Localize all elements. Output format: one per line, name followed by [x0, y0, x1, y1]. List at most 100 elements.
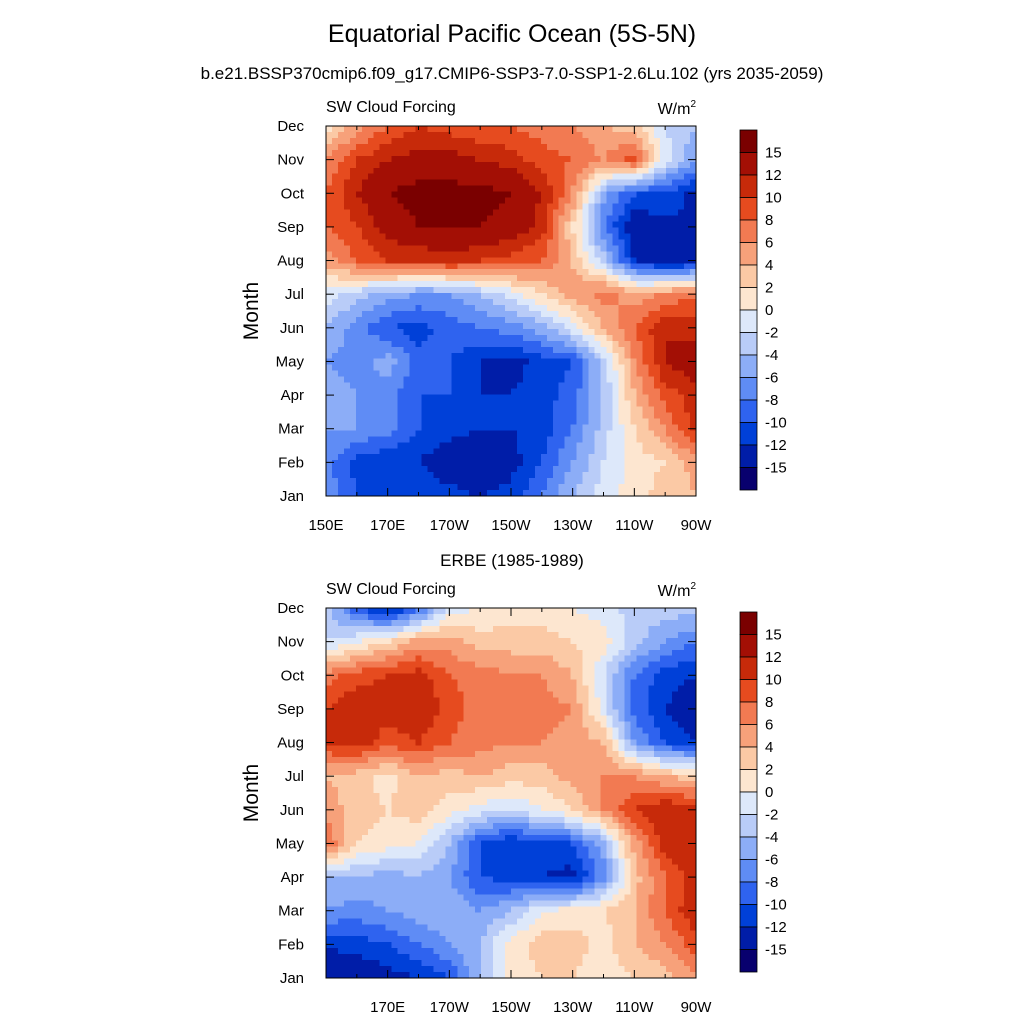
- contour-cell: [493, 328, 500, 336]
- contour-cell: [373, 293, 381, 300]
- contour-cell: [463, 424, 470, 431]
- contour-cell: [606, 655, 614, 663]
- contour-cell: [439, 460, 446, 467]
- contour-cell: [594, 619, 602, 627]
- contour-cell: [552, 167, 560, 175]
- contour-cell: [648, 239, 655, 246]
- contour-cell: [690, 358, 697, 366]
- contour-cell: [391, 209, 399, 217]
- contour-cell: [457, 197, 464, 205]
- contour-cell: [576, 227, 584, 235]
- contour-cell: [481, 655, 488, 663]
- contour-cell: [337, 269, 345, 276]
- contour-cell: [582, 233, 590, 240]
- contour-cell: [666, 608, 673, 615]
- contour-cell: [421, 430, 429, 437]
- contour-cell: [457, 484, 464, 491]
- contour-cell: [606, 370, 614, 378]
- contour-cell: [469, 424, 476, 431]
- contour-cell: [660, 643, 667, 651]
- contour-cell: [618, 382, 625, 390]
- contour-cell: [684, 382, 691, 390]
- contour-cell: [612, 293, 620, 300]
- contour-cell: [433, 448, 440, 455]
- contour-cell: [391, 472, 399, 479]
- contour-cell: [487, 466, 494, 473]
- contour-cell: [433, 287, 440, 294]
- contour-cell: [618, 625, 625, 633]
- contour-cell: [606, 649, 614, 657]
- contour-cell: [648, 490, 655, 497]
- contour-cell: [343, 161, 351, 169]
- contour-cell: [475, 418, 482, 425]
- contour-cell: [326, 697, 333, 705]
- contour-cell: [576, 406, 584, 414]
- contour-cell: [451, 263, 458, 270]
- contour-cell: [576, 424, 584, 431]
- y-tick-label: Aug: [277, 253, 304, 270]
- contour-cell: [451, 418, 458, 425]
- contour-cell: [445, 197, 452, 205]
- contour-cell: [540, 460, 548, 467]
- contour-cell: [457, 424, 464, 431]
- contour-cell: [546, 484, 554, 491]
- contour-cell: [361, 685, 369, 693]
- contour-cell: [666, 454, 673, 461]
- contour-cell: [403, 209, 411, 217]
- contour-cell: [642, 245, 649, 252]
- contour-cell: [672, 631, 679, 639]
- contour-cell: [379, 364, 387, 372]
- contour-cell: [636, 203, 643, 211]
- contour-cell: [522, 412, 530, 420]
- contour-cell: [690, 149, 697, 157]
- contour-cell: [391, 257, 399, 264]
- contour-cell: [397, 191, 405, 199]
- contour-cell: [379, 221, 387, 229]
- contour-cell: [564, 311, 572, 318]
- contour-cell: [463, 376, 470, 384]
- contour-cell: [421, 613, 429, 621]
- contour-cell: [337, 251, 345, 258]
- contour-cell: [361, 430, 369, 437]
- contour-cell: [355, 299, 363, 306]
- contour-cell: [379, 400, 387, 408]
- contour-cell: [636, 673, 643, 681]
- contour-cell: [403, 388, 411, 396]
- contour-cell: [391, 227, 399, 235]
- contour-cell: [421, 209, 429, 217]
- contour-cell: [660, 316, 667, 324]
- contour-cell: [630, 257, 637, 264]
- contour-cell: [642, 275, 649, 282]
- contour-cell: [457, 215, 464, 223]
- contour-cell: [475, 649, 482, 657]
- contour-cell: [379, 126, 387, 133]
- contour-cell: [349, 418, 357, 425]
- contour-cell: [457, 608, 464, 615]
- x-tick-label: 110W: [615, 517, 654, 534]
- contour-cell: [511, 311, 518, 318]
- contour-cell: [451, 167, 458, 175]
- contour-cell: [552, 412, 560, 420]
- contour-cell: [576, 155, 584, 163]
- contour-cell: [433, 185, 440, 193]
- contour-cell: [666, 167, 673, 175]
- contour-cell: [337, 185, 345, 193]
- contour-cell: [493, 466, 500, 473]
- contour-cell: [469, 679, 476, 687]
- contour-cell: [648, 263, 655, 270]
- contour-cell: [439, 613, 446, 621]
- contour-cell: [475, 167, 482, 175]
- contour-cell: [648, 173, 655, 181]
- contour-cell: [618, 490, 625, 497]
- y-tick-label: Mar: [278, 421, 304, 438]
- contour-cell: [511, 209, 518, 217]
- contour-cell: [606, 673, 614, 681]
- contour-cell: [373, 269, 381, 276]
- contour-cell: [409, 454, 417, 461]
- contour-cell: [403, 679, 411, 687]
- contour-cell: [343, 185, 351, 193]
- contour-cell: [379, 394, 387, 402]
- contour-cell: [493, 388, 500, 396]
- contour-cell: [534, 257, 542, 264]
- contour-cell: [546, 454, 554, 461]
